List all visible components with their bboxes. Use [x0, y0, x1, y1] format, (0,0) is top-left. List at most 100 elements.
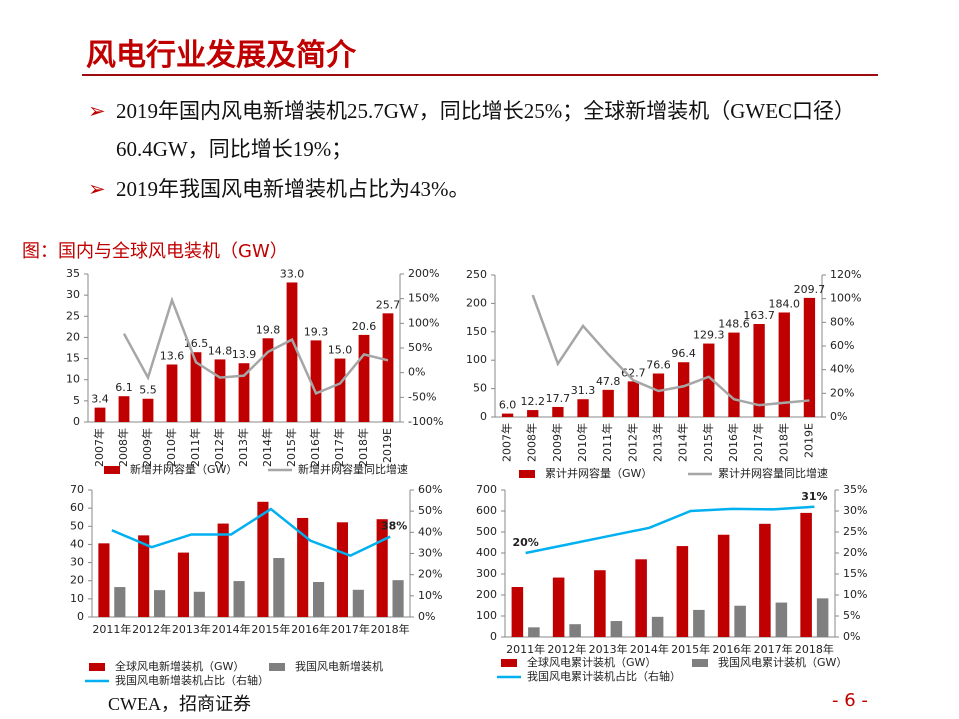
y2-tick-label: -50%	[408, 390, 436, 403]
x-tick-label: 2010年	[164, 428, 178, 467]
y2-tick-label: 40%	[418, 525, 442, 538]
bar	[676, 546, 689, 637]
x-tick-label: 2012年	[132, 622, 171, 636]
legend-label: 新增并网容量（GW）	[130, 462, 237, 476]
y-tick-label: 10	[70, 592, 84, 605]
y2-tick-label: 20%	[418, 568, 442, 581]
bullet-text: 2019年国内风电新增装机25.7GW，同比增长25%；全球新增装机（GWEC口…	[116, 99, 856, 161]
data-label: 19.8	[256, 323, 281, 336]
legend-label: 我国风电累计装机（GW）	[718, 655, 847, 669]
bar	[717, 534, 730, 637]
bar	[177, 552, 189, 617]
bar	[334, 358, 346, 422]
x-tick-label: 2011年	[92, 622, 131, 636]
y2-tick-label: 30%	[418, 547, 442, 560]
data-label: 38%	[381, 520, 407, 533]
y2-tick-label: 60%	[418, 483, 442, 496]
bar	[358, 334, 370, 422]
legend-label: 新增并网容量同比增速	[298, 462, 408, 476]
title-rule	[82, 74, 878, 76]
data-label: 19.3	[304, 325, 329, 338]
y2-tick-label: 50%	[418, 504, 442, 517]
bar	[154, 590, 166, 617]
data-label: 20%	[512, 536, 538, 549]
data-label: 163.7	[743, 309, 775, 322]
line	[525, 505, 815, 555]
y2-tick-label: 80%	[830, 315, 854, 328]
legend-swatch	[501, 659, 517, 667]
y2-tick-label: -100%	[408, 415, 443, 428]
bar	[273, 558, 285, 617]
y2-tick-label: 25%	[843, 525, 867, 538]
y2-tick-label: 120%	[830, 268, 861, 281]
y2-tick-label: 100%	[830, 292, 861, 305]
legend-swatch	[692, 659, 708, 667]
bar	[693, 609, 705, 637]
data-label: 31%	[801, 490, 827, 503]
x-tick-label: 2008年	[116, 428, 130, 467]
y-tick-label: 70	[70, 483, 84, 496]
x-tick-label: 2008年	[525, 423, 539, 462]
bullet: ➢ 2019年国内风电新增装机25.7GW，同比增长25%；全球新增装机（GWEC…	[88, 92, 878, 168]
y2-tick-label: 60%	[830, 339, 854, 352]
bar	[775, 602, 788, 637]
bar	[577, 399, 589, 417]
data-label: 13.9	[232, 348, 257, 361]
y-tick-label: 200	[466, 296, 487, 309]
x-tick-label: 2017年	[754, 642, 793, 656]
legend-label: 全球风电累计装机（GW）	[527, 655, 656, 669]
bar	[94, 407, 106, 422]
bar	[610, 621, 623, 637]
data-label: 15.0	[328, 344, 353, 357]
data-label: 76.6	[646, 358, 671, 371]
bar	[193, 591, 205, 617]
legend-swatch	[89, 663, 105, 671]
y-tick-label: 500	[476, 525, 497, 538]
x-tick-label: 2018年	[371, 622, 410, 636]
data-label: 47.8	[596, 375, 621, 388]
bar	[734, 605, 746, 637]
y-tick-label: 50	[70, 519, 84, 532]
bar	[214, 359, 226, 422]
x-tick-label: 2015年	[284, 428, 298, 467]
y2-tick-label: 50%	[408, 341, 432, 354]
y2-tick-label: 10%	[843, 588, 867, 601]
x-tick-label: 2013年	[589, 642, 628, 656]
y2-tick-label: 15%	[843, 567, 867, 580]
bar	[166, 364, 178, 422]
data-label: 62.7	[621, 366, 646, 379]
legend-label: 我国风电新增装机占比（右轴）	[115, 673, 269, 687]
bar	[759, 523, 771, 637]
y-tick-label: 100	[466, 353, 487, 366]
y-tick-label: 5	[73, 394, 80, 407]
data-label: 12.2	[520, 395, 545, 408]
bar	[233, 581, 245, 617]
bar	[313, 581, 325, 617]
x-tick-label: 2016年	[308, 428, 322, 467]
x-tick-label: 2018年	[776, 423, 790, 462]
data-label: 25.7	[376, 298, 401, 311]
bar	[297, 517, 309, 617]
x-tick-label: 2014年	[212, 622, 251, 636]
y2-tick-label: 20%	[830, 386, 854, 399]
bullet: ➢ 2019年我国风电新增装机占比为43%。	[88, 170, 878, 208]
y-tick-label: 150	[466, 325, 487, 338]
x-tick-label: 2012年	[625, 423, 639, 462]
bar	[527, 410, 539, 417]
bullet-marker: ➢	[88, 99, 106, 123]
bar	[594, 570, 606, 637]
line	[122, 296, 389, 396]
bar	[142, 398, 154, 422]
x-tick-label: 2012年	[547, 642, 586, 656]
bullet-marker: ➢	[88, 177, 106, 201]
bar	[392, 580, 404, 617]
y2-tick-label: 0%	[843, 630, 860, 643]
bar	[336, 522, 348, 617]
legend-label: 累计并网容量同比增速	[718, 466, 828, 480]
x-tick-label: 2018年	[795, 642, 834, 656]
x-tick-label: 2013年	[172, 622, 211, 636]
y2-tick-label: 100%	[408, 316, 439, 329]
y-tick-label: 300	[476, 567, 497, 580]
